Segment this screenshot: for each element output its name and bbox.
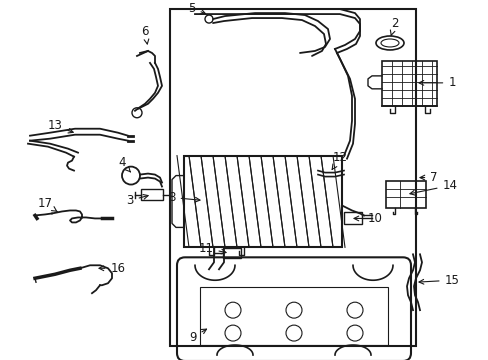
Text: 10: 10	[353, 212, 382, 225]
Text: 5: 5	[188, 1, 205, 15]
Bar	[183, 156, 341, 247]
Text: 11: 11	[198, 242, 225, 255]
Bar	[381, 61, 436, 106]
Bar	[223, 248, 241, 258]
Bar	[200, 287, 387, 345]
Bar	[141, 189, 163, 201]
Text: 6: 6	[141, 24, 148, 44]
Text: 1: 1	[418, 76, 455, 89]
Bar	[385, 181, 425, 208]
Text: 9: 9	[189, 329, 206, 343]
Text: 12: 12	[331, 151, 347, 170]
Text: 8: 8	[168, 191, 200, 204]
Text: 4: 4	[118, 156, 130, 172]
Bar	[343, 212, 361, 224]
Text: 15: 15	[418, 274, 459, 287]
Text: 13: 13	[47, 119, 73, 133]
Text: 3: 3	[126, 194, 148, 207]
Text: 7: 7	[419, 171, 437, 184]
Bar	[170, 9, 415, 346]
Text: 16: 16	[99, 262, 125, 275]
Text: 2: 2	[389, 17, 398, 35]
Text: 17: 17	[38, 197, 58, 212]
Text: 14: 14	[409, 179, 457, 195]
